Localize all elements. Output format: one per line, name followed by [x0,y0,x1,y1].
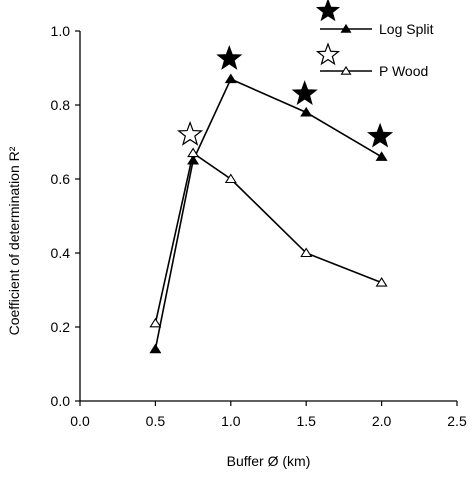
y-tick-label: 0.0 [51,393,71,409]
x-tick-label: 0.5 [146,413,166,429]
x-tick-label: 1.0 [221,413,241,429]
legend-open-star [315,42,341,66]
x-tick-label: 2.0 [372,413,392,429]
data-point-p-wood [224,173,237,184]
filled-star-marker [216,45,243,70]
y-tick-label: 0.4 [51,245,71,261]
legend-label-p-wood: P Wood [379,63,428,79]
data-point-p-wood [300,247,313,258]
filled-star-marker [367,122,394,148]
series-line-log-split [154,78,383,350]
y-tick-label: 0.6 [51,171,71,187]
x-tick-label: 2.5 [447,413,467,429]
x-axis-label: Buffer Ø (km) [227,453,311,469]
x-tick-label: 1.5 [296,413,316,429]
data-point-p-wood [187,147,200,158]
ticks: 0.0 0.5 1.0 1.5 2.0 2.5 0.0 0.2 0.4 0.6 0.8 1.0 [51,23,467,429]
data-point-log-split [375,151,388,161]
data-point-log-split [149,343,162,354]
legend: Log Split P Wood [315,0,434,79]
filled-star-marker [291,80,318,106]
x-tick-label: 0.0 [70,413,90,429]
y-tick-label: 0.2 [51,319,71,335]
legend-marker-p-wood [340,65,352,75]
axes [79,31,457,402]
data-point-log-split [300,106,313,117]
legend-marker-log-split [340,23,352,33]
data-point-log-split [187,154,200,165]
data-point-log-split [224,73,237,84]
star-annotations [177,45,394,148]
open-star-marker [177,120,204,146]
y-tick-label: 1.0 [51,23,71,39]
y-tick-label: 0.8 [51,97,71,113]
data-point-p-wood [149,317,162,328]
data-point-p-wood [375,277,388,287]
y-axis-label: Coefficient of determination R² [6,146,22,335]
series-lines [149,73,388,354]
legend-label-log-split: Log Split [379,21,434,37]
legend-filled-star [315,0,341,22]
